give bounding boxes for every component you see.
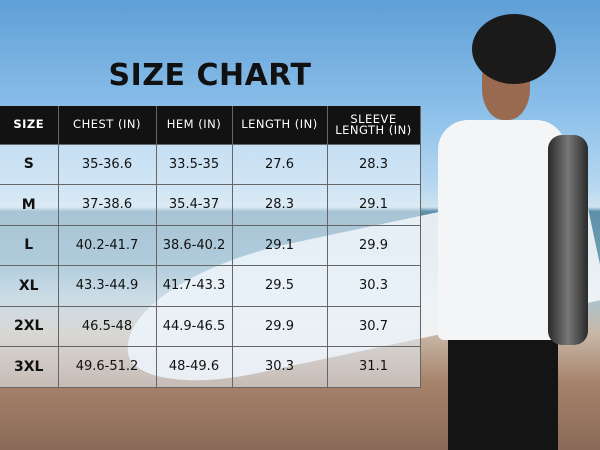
measurement-cell: 35.4-37 bbox=[156, 184, 233, 226]
table-row: S 35-36.6 33.5-35 27.6 28.3 bbox=[0, 143, 421, 185]
shorts bbox=[448, 335, 558, 450]
measurement-cell: 30.7 bbox=[327, 305, 421, 347]
table-row: 3XL 49.6-51.2 48-49.6 30.3 31.1 bbox=[0, 346, 421, 388]
chart-title: SIZE CHART bbox=[108, 58, 312, 93]
size-cell: XL bbox=[0, 265, 59, 307]
table-row: L 40.2-41.7 38.6-40.2 29.1 29.9 bbox=[0, 224, 421, 266]
measurement-cell: 29.1 bbox=[232, 224, 328, 266]
size-table: SIZE CHEST (IN) HEM (IN) LENGTH (IN) SLEEVE … bbox=[0, 106, 421, 388]
hair bbox=[472, 14, 556, 84]
measurement-cell: 29.1 bbox=[327, 184, 421, 226]
measurement-cell: 41.7-43.3 bbox=[156, 265, 233, 307]
measurement-cell: 40.2-41.7 bbox=[58, 224, 157, 266]
measurement-cell: 46.5-48 bbox=[58, 305, 157, 347]
measurement-cell: 44.9-46.5 bbox=[156, 305, 233, 347]
measurement-cell: 35-36.6 bbox=[58, 143, 157, 185]
header-row: SIZE CHEST (IN) HEM (IN) LENGTH (IN) SLEEVE … bbox=[0, 106, 421, 144]
rash-guard-shirt bbox=[438, 120, 566, 340]
measurement-cell: 37-38.6 bbox=[58, 184, 157, 226]
column-header: CHEST (IN) bbox=[58, 106, 157, 144]
column-header: SLEEVE LENGTH (IN) bbox=[327, 106, 421, 144]
size-cell: M bbox=[0, 184, 59, 226]
size-cell: S bbox=[0, 143, 59, 185]
table-row: 2XL 46.5-48 44.9-46.5 29.9 30.7 bbox=[0, 305, 421, 347]
measurement-cell: 48-49.6 bbox=[156, 346, 233, 388]
measurement-cell: 31.1 bbox=[327, 346, 421, 388]
measurement-cell: 30.3 bbox=[232, 346, 328, 388]
table-row: M 37-38.6 35.4-37 28.3 29.1 bbox=[0, 184, 421, 226]
measurement-cell: 33.5-35 bbox=[156, 143, 233, 185]
measurement-cell: 29.9 bbox=[327, 224, 421, 266]
measurement-cell: 29.9 bbox=[232, 305, 328, 347]
size-cell: 3XL bbox=[0, 346, 59, 388]
measurement-cell: 38.6-40.2 bbox=[156, 224, 233, 266]
column-header: HEM (IN) bbox=[156, 106, 233, 144]
table-row: XL 43.3-44.9 41.7-43.3 29.5 30.3 bbox=[0, 265, 421, 307]
patterned-sleeve bbox=[548, 135, 588, 345]
measurement-cell: 27.6 bbox=[232, 143, 328, 185]
size-cell: L bbox=[0, 224, 59, 266]
measurement-cell: 43.3-44.9 bbox=[58, 265, 157, 307]
measurement-cell: 28.3 bbox=[327, 143, 421, 185]
measurement-cell: 30.3 bbox=[327, 265, 421, 307]
measurement-cell: 29.5 bbox=[232, 265, 328, 307]
model-photo bbox=[420, 0, 600, 450]
measurement-cell: 49.6-51.2 bbox=[58, 346, 157, 388]
column-header: LENGTH (IN) bbox=[232, 106, 328, 144]
column-header: SIZE bbox=[0, 106, 59, 144]
measurement-cell: 28.3 bbox=[232, 184, 328, 226]
size-cell: 2XL bbox=[0, 305, 59, 347]
